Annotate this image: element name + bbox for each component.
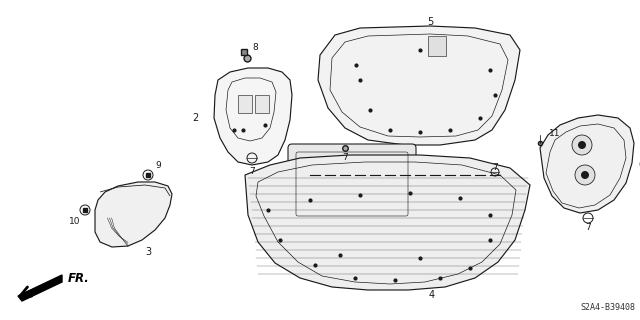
Text: 8: 8 [252, 44, 258, 52]
Text: 7: 7 [585, 223, 591, 233]
Text: 2: 2 [192, 113, 198, 123]
Polygon shape [245, 155, 530, 290]
Text: 3: 3 [145, 247, 151, 257]
Text: S2A4-B39408: S2A4-B39408 [580, 303, 635, 312]
FancyBboxPatch shape [288, 144, 416, 224]
Bar [238, 95, 252, 113]
Text: 6: 6 [638, 160, 640, 170]
Bar [255, 95, 269, 113]
Text: 7: 7 [249, 167, 255, 177]
Circle shape [575, 165, 595, 185]
Text: 11: 11 [549, 129, 561, 138]
Text: FR.: FR. [68, 273, 90, 285]
Polygon shape [318, 26, 520, 145]
Circle shape [581, 171, 589, 179]
Polygon shape [214, 68, 292, 165]
Text: 7: 7 [342, 154, 348, 163]
Polygon shape [540, 115, 634, 213]
Bar [428, 36, 446, 56]
Text: 10: 10 [69, 218, 81, 227]
Circle shape [572, 135, 592, 155]
Polygon shape [95, 182, 172, 247]
Text: 5: 5 [427, 17, 433, 27]
Circle shape [578, 141, 586, 149]
Text: 4: 4 [429, 290, 435, 300]
Text: 7: 7 [492, 164, 498, 172]
Text: 9: 9 [155, 161, 161, 170]
Polygon shape [18, 275, 62, 301]
